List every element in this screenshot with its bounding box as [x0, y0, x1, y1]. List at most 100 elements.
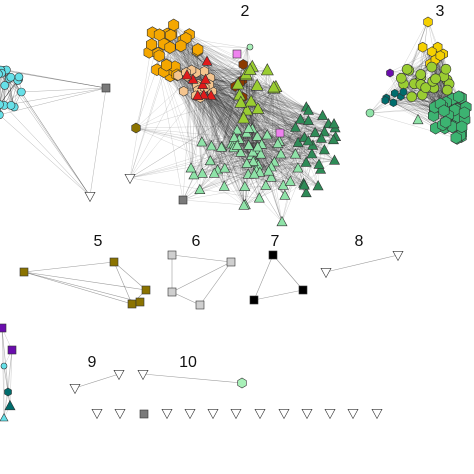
- edge: [195, 95, 235, 145]
- c2-square-node: [232, 49, 242, 59]
- edge: [209, 84, 246, 206]
- edge: [159, 34, 215, 174]
- edge: [129, 177, 260, 199]
- edge: [217, 102, 241, 171]
- component-label-10: 10: [179, 354, 197, 371]
- edge: [243, 161, 254, 206]
- c2-node: [238, 59, 248, 70]
- edge: [197, 90, 305, 186]
- c2-node: [179, 85, 189, 97]
- edge: [234, 137, 335, 161]
- edge: [300, 115, 323, 120]
- c2-node: [252, 141, 264, 152]
- edge: [273, 87, 325, 133]
- edge: [167, 33, 286, 196]
- edge: [224, 152, 241, 187]
- edge: [170, 35, 286, 196]
- c2-node: [237, 111, 251, 124]
- c2-node: [254, 166, 266, 177]
- c2-node: [243, 139, 255, 150]
- edge: [180, 45, 236, 87]
- c2-node: [309, 126, 321, 137]
- c2-node: [317, 109, 329, 120]
- edge: [386, 19, 429, 99]
- edge: [171, 69, 212, 147]
- c2-node: [312, 179, 324, 191]
- edge: [267, 135, 307, 194]
- edge: [21, 87, 107, 93]
- isolate-node: [371, 408, 383, 420]
- edge: [135, 86, 277, 129]
- c2-node: [250, 78, 264, 91]
- edge: [190, 154, 281, 169]
- c2-node: [300, 156, 312, 167]
- c2-node: [298, 179, 310, 190]
- edge: [182, 40, 192, 169]
- c2-node: [208, 167, 220, 178]
- c3-node: [440, 115, 452, 129]
- c2-node: [241, 157, 253, 168]
- edge: [171, 254, 232, 263]
- c1-triangle-node: [84, 192, 96, 203]
- edge: [149, 52, 247, 76]
- edge: [190, 95, 196, 169]
- c2-node: [292, 136, 304, 147]
- edge: [196, 72, 323, 117]
- isolate-node: [230, 408, 242, 420]
- edge: [210, 160, 257, 172]
- edge: [202, 152, 241, 174]
- edge: [23, 261, 115, 273]
- c2-node: [219, 162, 231, 173]
- c3-node: [420, 82, 431, 93]
- c3-node: [438, 104, 450, 118]
- edge: [171, 291, 201, 306]
- c1-node: [0, 70, 3, 79]
- c2-node: [279, 189, 291, 200]
- isolate-node: [347, 408, 359, 420]
- edge: [212, 91, 234, 149]
- edge: [245, 70, 251, 206]
- edge: [185, 38, 299, 143]
- edge: [281, 107, 307, 223]
- edge: [210, 149, 325, 162]
- isolate-node: [278, 408, 290, 420]
- edge: [253, 254, 274, 301]
- c2-node: [247, 146, 259, 157]
- component-label-9: 9: [88, 354, 97, 371]
- edge: [199, 85, 239, 191]
- edge: [234, 137, 299, 144]
- edge: [245, 154, 313, 206]
- edge: [210, 95, 291, 182]
- edge: [238, 85, 309, 142]
- edge: [156, 69, 313, 146]
- c3-node: [440, 63, 452, 75]
- edge: [189, 34, 203, 174]
- edge: [212, 91, 309, 111]
- c1-node: [0, 81, 10, 90]
- edge: [129, 154, 261, 179]
- c2-node: [173, 70, 183, 81]
- edge: [243, 118, 325, 133]
- edge: [183, 91, 232, 145]
- c3-node: [417, 41, 428, 53]
- edge: [169, 47, 280, 142]
- edge: [245, 185, 284, 206]
- edge: [183, 91, 259, 166]
- edge: [4, 70, 107, 89]
- c3-node: [456, 120, 468, 134]
- c1-square-node: [101, 83, 111, 93]
- edge: [23, 271, 147, 291]
- c2-node: [196, 136, 208, 147]
- c1-node: [17, 87, 26, 97]
- edge: [193, 135, 268, 176]
- c2-node: [196, 167, 208, 178]
- edge: [163, 71, 223, 148]
- edge: [224, 145, 238, 187]
- edge: [168, 35, 192, 71]
- edge: [202, 84, 335, 125]
- c2-node: [185, 162, 197, 173]
- c2-node: [300, 186, 312, 198]
- edge: [0, 115, 91, 197]
- c2-node: [161, 58, 172, 72]
